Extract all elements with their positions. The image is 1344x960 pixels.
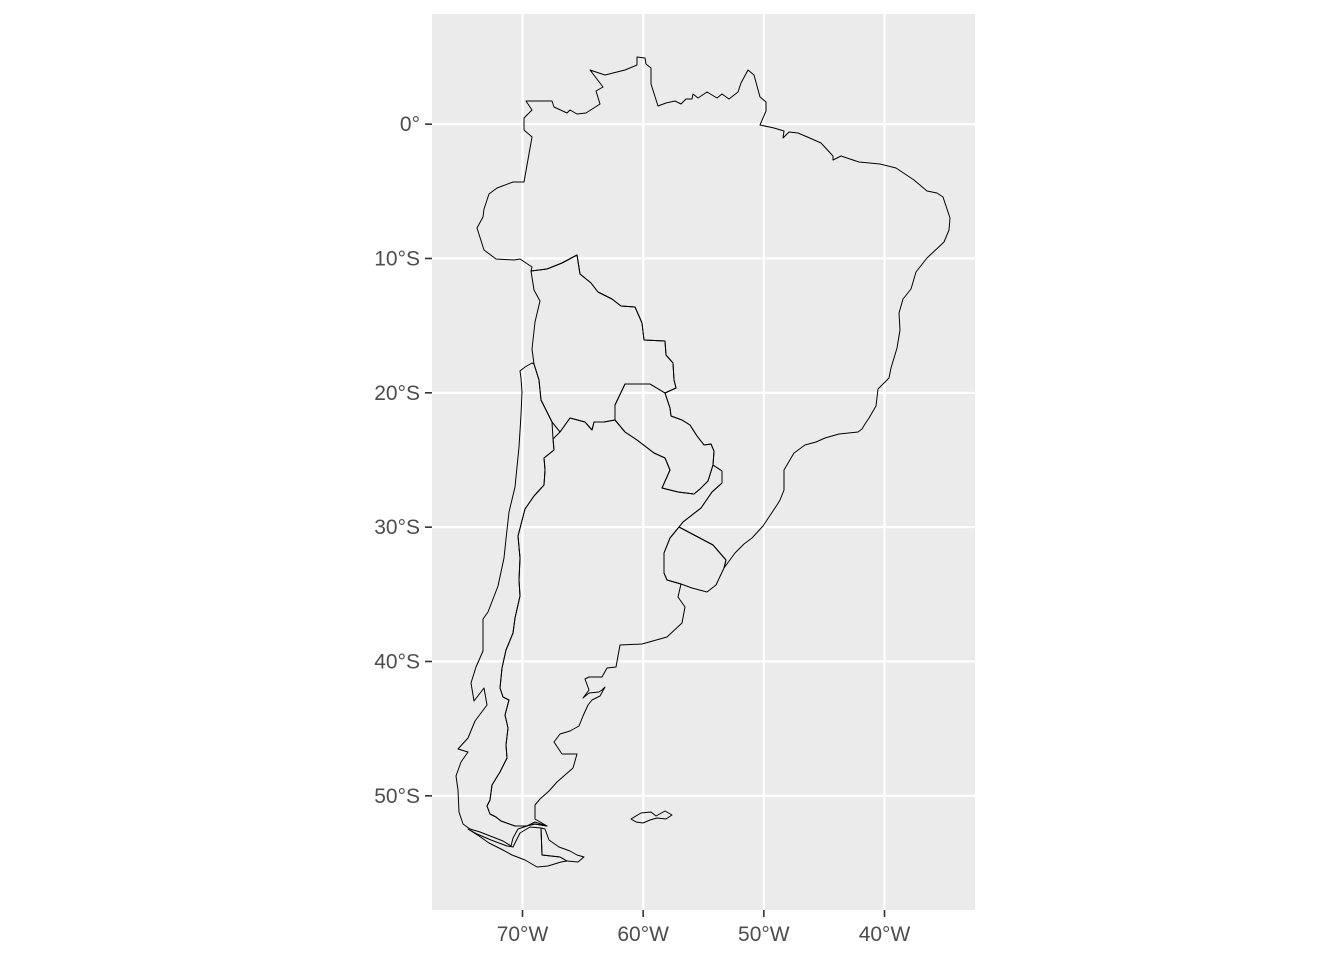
y-tick-label: 40°S <box>374 650 420 673</box>
y-tick-label: 50°S <box>374 785 420 808</box>
x-tick-label: 60°W <box>617 923 669 946</box>
y-tick-label: 10°S <box>374 247 420 270</box>
x-tick-label: 50°W <box>738 923 790 946</box>
x-axis-ticks: 70°W 60°W 50°W 40°W <box>497 910 911 946</box>
y-tick-label: 20°S <box>374 382 420 405</box>
x-tick-label: 40°W <box>859 923 911 946</box>
y-axis-ticks: 0° 10°S 20°S 30°S 40°S 50°S <box>374 113 432 808</box>
x-tick-label: 70°W <box>497 923 549 946</box>
y-tick-label: 30°S <box>374 516 420 539</box>
y-tick-label: 0° <box>400 113 420 136</box>
plot-panel <box>432 14 975 910</box>
